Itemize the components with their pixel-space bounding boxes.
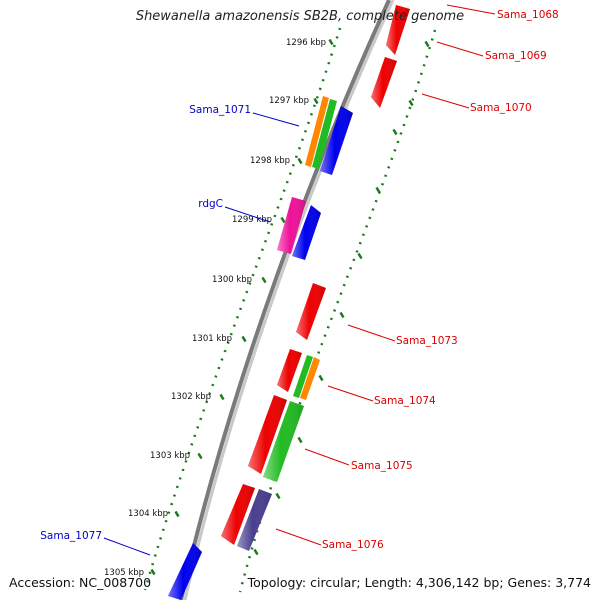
forward-strand-genes xyxy=(168,96,353,600)
scale-tick xyxy=(357,252,363,260)
kbp-tick-label: 1301 kbp xyxy=(192,334,232,344)
scale-tick xyxy=(297,436,303,444)
backbone xyxy=(179,0,395,600)
scale-tick xyxy=(339,311,345,319)
gene-label[interactable]: Sama_1076 xyxy=(322,539,384,551)
scale-tick xyxy=(275,492,281,500)
kbp-tick-label: 1298 kbp xyxy=(250,156,290,166)
scale-tick xyxy=(392,128,398,136)
kbp-tick-label: 1297 kbp xyxy=(269,96,309,106)
scale-tick xyxy=(219,393,225,401)
scale-tick xyxy=(253,548,259,556)
outer-scale-ring xyxy=(238,29,437,593)
gene-label[interactable]: Sama_1069 xyxy=(485,50,547,62)
kbp-tick-label: 1299 kbp xyxy=(232,215,272,225)
kbp-tick-label: 1302 kbp xyxy=(171,392,211,402)
accession-text: Accession: NC_008700 xyxy=(9,575,152,590)
scale-tick xyxy=(297,157,303,165)
gene-green[interactable] xyxy=(312,99,337,169)
reverse-gene-labels: Sama_1068 Sama_1069 Sama_1070 Sama_1073 … xyxy=(322,9,559,551)
kbp-tick-label: 1305 kbp xyxy=(104,568,144,578)
reverse-strand-genes xyxy=(221,5,410,551)
gene-label[interactable]: Sama_1070 xyxy=(470,102,532,114)
kbp-tick-label: 1304 kbp xyxy=(128,509,168,519)
gene-label[interactable]: Sama_1077 xyxy=(40,530,102,542)
scale-tick xyxy=(197,452,203,460)
genome-summary-text: Topology: circular; Length: 4,306,142 bp… xyxy=(247,575,591,590)
gene-orange[interactable] xyxy=(305,96,329,167)
scale-tick xyxy=(261,276,267,284)
scale-tick xyxy=(313,97,319,105)
gene-sama-1074-green[interactable] xyxy=(293,355,313,398)
scale-tick xyxy=(424,40,430,48)
gene-sama-1074[interactable] xyxy=(300,357,320,400)
gene-label[interactable]: Sama_1075 xyxy=(351,460,413,472)
kbp-tick-label: 1300 kbp xyxy=(212,275,252,285)
gene-label[interactable]: rdgC xyxy=(198,198,223,210)
leader-lines-forward xyxy=(103,112,300,556)
kbp-tick-label: 1296 kbp xyxy=(286,38,326,48)
scale-tick xyxy=(328,38,334,46)
scale-tick xyxy=(408,99,414,107)
kbp-tick-label: 1303 kbp xyxy=(150,451,190,461)
scale-tick xyxy=(375,186,381,194)
scale-tick xyxy=(280,216,286,224)
scale-major-ticks xyxy=(150,38,430,576)
gene-label[interactable]: Sama_1068 xyxy=(497,9,559,21)
forward-gene-labels: Sama_1071 rdgC Sama_1077 xyxy=(40,104,251,542)
gene-label[interactable]: Sama_1071 xyxy=(189,104,251,116)
gene-label[interactable]: Sama_1073 xyxy=(396,335,458,347)
gene-label[interactable]: Sama_1074 xyxy=(374,395,436,407)
scale-tick xyxy=(150,568,156,576)
scale-tick xyxy=(241,335,247,343)
kbp-tick-labels: 1296 kbp 1297 kbp 1298 kbp 1299 kbp 1300… xyxy=(104,38,326,578)
scale-tick xyxy=(174,510,180,518)
map-title: Shewanella amazonensis SB2B, complete ge… xyxy=(135,9,465,24)
scale-tick xyxy=(318,374,324,382)
leader-lines-reverse xyxy=(275,4,496,546)
